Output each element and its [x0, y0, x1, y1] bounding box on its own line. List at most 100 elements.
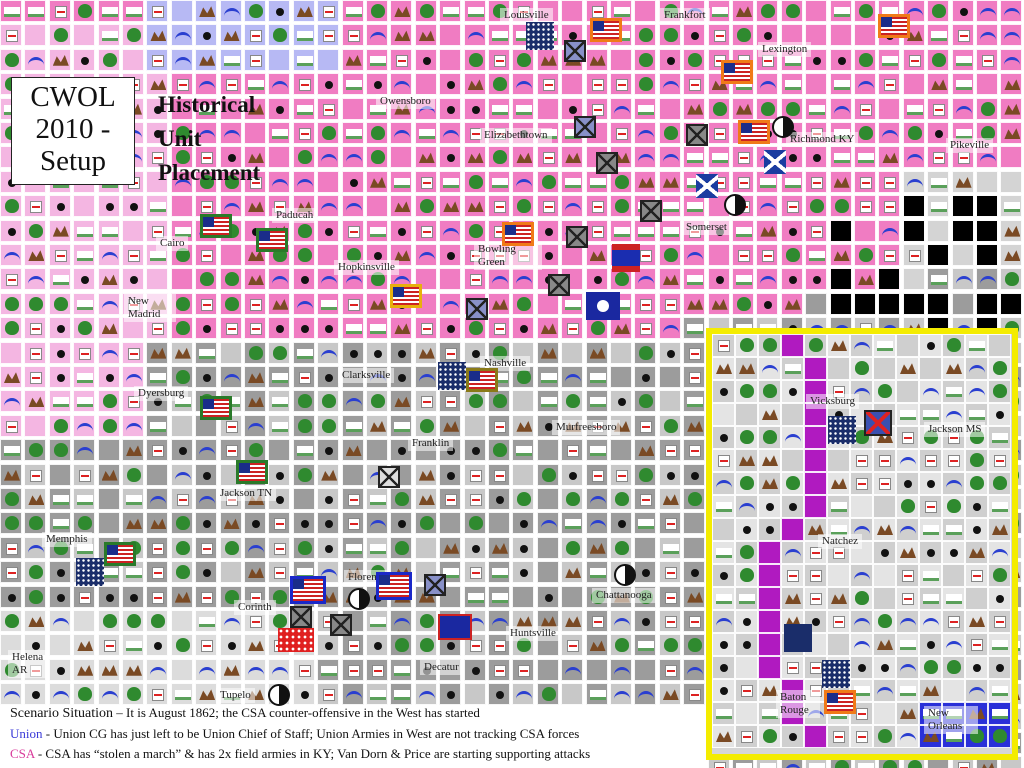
inset-hex	[804, 495, 827, 518]
union-army-counter[interactable]	[590, 18, 622, 42]
terrain-mtn-icon	[687, 298, 704, 310]
csa-leader-counter[interactable]	[614, 564, 636, 586]
map-hex	[878, 219, 901, 242]
union-army-counter[interactable]	[824, 690, 856, 714]
inset-hex	[850, 610, 873, 633]
csa-corps-counter[interactable]	[278, 628, 314, 652]
terrain-water-icon	[955, 325, 972, 333]
csa-corps-counter[interactable]	[784, 624, 812, 652]
terrain-tree-icon	[737, 296, 751, 311]
terrain-city-icon	[860, 176, 872, 189]
cavalry-counter[interactable]	[330, 614, 352, 636]
terrain-hill-icon	[248, 80, 264, 91]
terrain-dot-icon	[374, 252, 382, 260]
terrain-mtn-icon	[687, 103, 704, 115]
cavalry-counter[interactable]	[466, 298, 488, 320]
map-hex	[317, 439, 340, 462]
cavalry-counter[interactable]	[564, 40, 586, 62]
csa-corps-counter[interactable]	[612, 244, 640, 272]
map-hex	[561, 585, 584, 608]
terrain-tree-icon	[785, 248, 800, 262]
terrain-city-icon	[225, 420, 238, 433]
csa-army-counter[interactable]	[696, 174, 718, 198]
csa-leader-counter[interactable]	[724, 194, 746, 216]
csa-army-counter[interactable]	[864, 410, 892, 436]
map-hex	[122, 658, 144, 681]
cavalry-counter[interactable]	[574, 116, 596, 138]
union-corps-counter[interactable]	[438, 362, 466, 390]
inset-hex	[988, 541, 1011, 564]
terrain-hill-icon	[736, 763, 752, 768]
union-corps-counter[interactable]	[822, 660, 850, 688]
terrain-tree-icon	[53, 296, 68, 311]
terrain-hill-icon	[272, 129, 289, 139]
terrain-city-icon	[884, 250, 897, 262]
union-army-counter[interactable]	[738, 120, 770, 144]
terrain-dot-icon	[520, 520, 529, 529]
terrain-city-icon	[469, 494, 482, 506]
terrain-city-icon	[298, 372, 311, 384]
csa-leader-counter[interactable]	[348, 588, 370, 610]
impassable-hex-icon	[879, 269, 900, 290]
terrain-city-icon	[347, 298, 360, 311]
terrain-tree-icon	[175, 150, 190, 165]
map-hex	[268, 146, 291, 169]
map-hex	[341, 439, 364, 462]
terrain-city-icon	[567, 323, 580, 336]
union-army-counter[interactable]	[721, 60, 753, 84]
csa-leader-counter[interactable]	[772, 116, 794, 138]
map-hex	[195, 610, 218, 632]
map-hex	[878, 170, 901, 193]
map-hex	[805, 244, 828, 266]
map-hex	[341, 73, 364, 96]
union-army-counter[interactable]	[200, 396, 232, 420]
terrain-hill-icon	[150, 202, 167, 213]
union-army-counter[interactable]	[376, 572, 412, 600]
map-hex	[902, 48, 925, 71]
union-army-counter[interactable]	[104, 542, 136, 566]
terrain-mtn-icon	[223, 30, 240, 42]
union-army-counter[interactable]	[466, 368, 498, 392]
union-corps-counter[interactable]	[828, 416, 856, 444]
cavalry-counter[interactable]	[424, 574, 446, 596]
union-corps-counter[interactable]	[76, 558, 104, 586]
union-army-counter[interactable]	[502, 222, 534, 246]
map-hex	[536, 585, 559, 608]
map-hex	[536, 488, 559, 510]
terrain-tree-icon	[970, 453, 984, 467]
cavalry-counter[interactable]	[548, 274, 570, 296]
terrain-water-icon	[955, 105, 972, 114]
union-corps-counter[interactable]	[526, 22, 554, 50]
union-army-counter[interactable]	[200, 214, 232, 238]
cavalry-counter[interactable]	[290, 606, 312, 628]
terrain-tree-icon	[859, 248, 873, 262]
terrain-hill-icon	[955, 80, 972, 91]
map-hex	[561, 390, 584, 413]
cavalry-counter[interactable]	[378, 466, 400, 488]
cavalry-counter[interactable]	[640, 200, 662, 222]
map-hex	[366, 73, 388, 96]
city-label-elizabethtown: Elizabethtown	[480, 128, 552, 143]
cavalry-counter[interactable]	[686, 124, 708, 146]
terrain-city-icon	[445, 494, 458, 506]
map-hex	[146, 366, 169, 388]
union-army-counter[interactable]	[878, 14, 910, 38]
csa-corps-counter[interactable]	[586, 292, 620, 320]
terrain-hill-icon	[174, 397, 191, 408]
union-army-counter[interactable]	[256, 228, 288, 252]
terrain-mtn-icon	[716, 731, 732, 742]
cavalry-counter[interactable]	[596, 152, 618, 174]
union-army-counter[interactable]	[236, 460, 268, 484]
terrain-mtn-icon	[248, 396, 264, 408]
union-army-counter[interactable]	[390, 284, 422, 308]
terrain-hill-icon	[296, 104, 313, 115]
union-army-counter[interactable]	[290, 576, 326, 604]
terrain-tree-icon	[322, 418, 337, 433]
inset-hex	[988, 380, 1011, 403]
cavalry-counter[interactable]	[566, 226, 588, 248]
terrain-water-icon	[858, 81, 874, 89]
terrain-dot-icon	[904, 480, 912, 488]
terrain-water-icon	[969, 687, 985, 695]
csa-corps-counter[interactable]	[438, 614, 472, 640]
csa-army-counter[interactable]	[764, 150, 786, 174]
